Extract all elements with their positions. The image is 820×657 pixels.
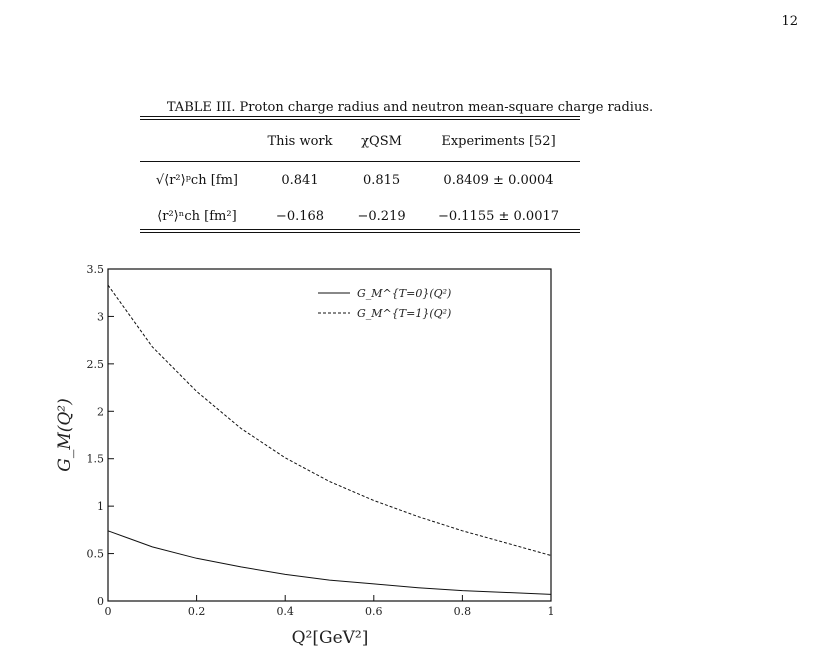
table-header-row: This work χQSM Experiments [52] <box>140 121 580 162</box>
table-top-rule <box>140 116 580 117</box>
y-axis: 0 0.5 1 1.5 2 2.5 3 3.5 <box>87 263 114 608</box>
x-tick-label: 0.4 <box>276 605 294 618</box>
y-tick-label: 0 <box>97 595 104 608</box>
table-row: √⟨r²⟩ᵖch [fm] 0.841 0.815 0.8409 ± 0.000… <box>140 161 580 198</box>
row-label-proton-radius: √⟨r²⟩ᵖch [fm] <box>140 161 254 198</box>
table-caption-text: Proton charge radius and neutron mean-sq… <box>239 100 654 115</box>
y-tick-label: 2 <box>97 405 104 418</box>
table-label: TABLE III. <box>166 100 236 115</box>
x-tick-label: 0.2 <box>188 605 206 618</box>
y-tick-label: 2.5 <box>87 358 105 371</box>
x-axis: 0 0.2 0.4 0.6 0.8 1 <box>105 595 555 618</box>
cell-this-work: 0.841 <box>253 161 347 198</box>
y-tick-label: 3.5 <box>87 263 105 276</box>
legend-label-t0: G_M^{T=0}(Q²) <box>357 287 451 300</box>
cell-chiqsm: −0.219 <box>357 208 406 224</box>
y-axis-label: G_M(Q²) <box>55 398 75 472</box>
x-tick-label: 1 <box>548 605 555 618</box>
cell-chiqsm: 0.815 <box>346 161 417 198</box>
radius-table: This work χQSM Experiments [52] √⟨r²⟩ᵖch… <box>140 121 580 234</box>
table-caption: TABLE III. Proton charge radius and neutr… <box>0 100 820 115</box>
table-bottom-rule-2 <box>140 232 580 233</box>
y-tick-label: 1 <box>97 500 104 513</box>
table-top-rule-2 <box>140 119 580 120</box>
x-tick-label: 0 <box>105 605 112 618</box>
row-label-neutron-radius: ⟨r²⟩ⁿch [fm²] <box>157 208 237 224</box>
series-line-1 <box>107 284 552 556</box>
x-axis-label: Q²[GeV²] <box>292 628 369 648</box>
cell-this-work: −0.168 <box>275 208 325 224</box>
series-group <box>107 284 552 595</box>
cell-experiment: −0.1155 ± 0.0017 <box>437 208 560 224</box>
table-row: ⟨r²⟩ⁿch [fm²] −0.168 −0.219 −0.1155 ± 0.… <box>140 198 580 234</box>
header-this-work: This work <box>267 133 333 149</box>
x-tick-label: 0.8 <box>454 605 472 618</box>
cell-experiment: 0.8409 ± 0.0004 <box>417 161 580 198</box>
x-tick-label: 0.6 <box>365 605 383 618</box>
y-tick-label: 0.5 <box>87 548 105 561</box>
header-chiqsm: χQSM <box>361 133 402 149</box>
legend-label-t1: G_M^{T=1}(Q²) <box>357 307 451 320</box>
header-experiments: Experiments [52] <box>441 133 556 149</box>
y-tick-label: 1.5 <box>87 453 105 466</box>
y-tick-label: 3 <box>97 310 104 323</box>
page-number: 12 <box>781 14 798 29</box>
table-bottom-rule <box>140 229 580 230</box>
plot-frame <box>107 268 552 602</box>
legend: G_M^{T=0}(Q²) G_M^{T=1}(Q²) <box>318 287 451 320</box>
series-line-0 <box>107 530 552 595</box>
